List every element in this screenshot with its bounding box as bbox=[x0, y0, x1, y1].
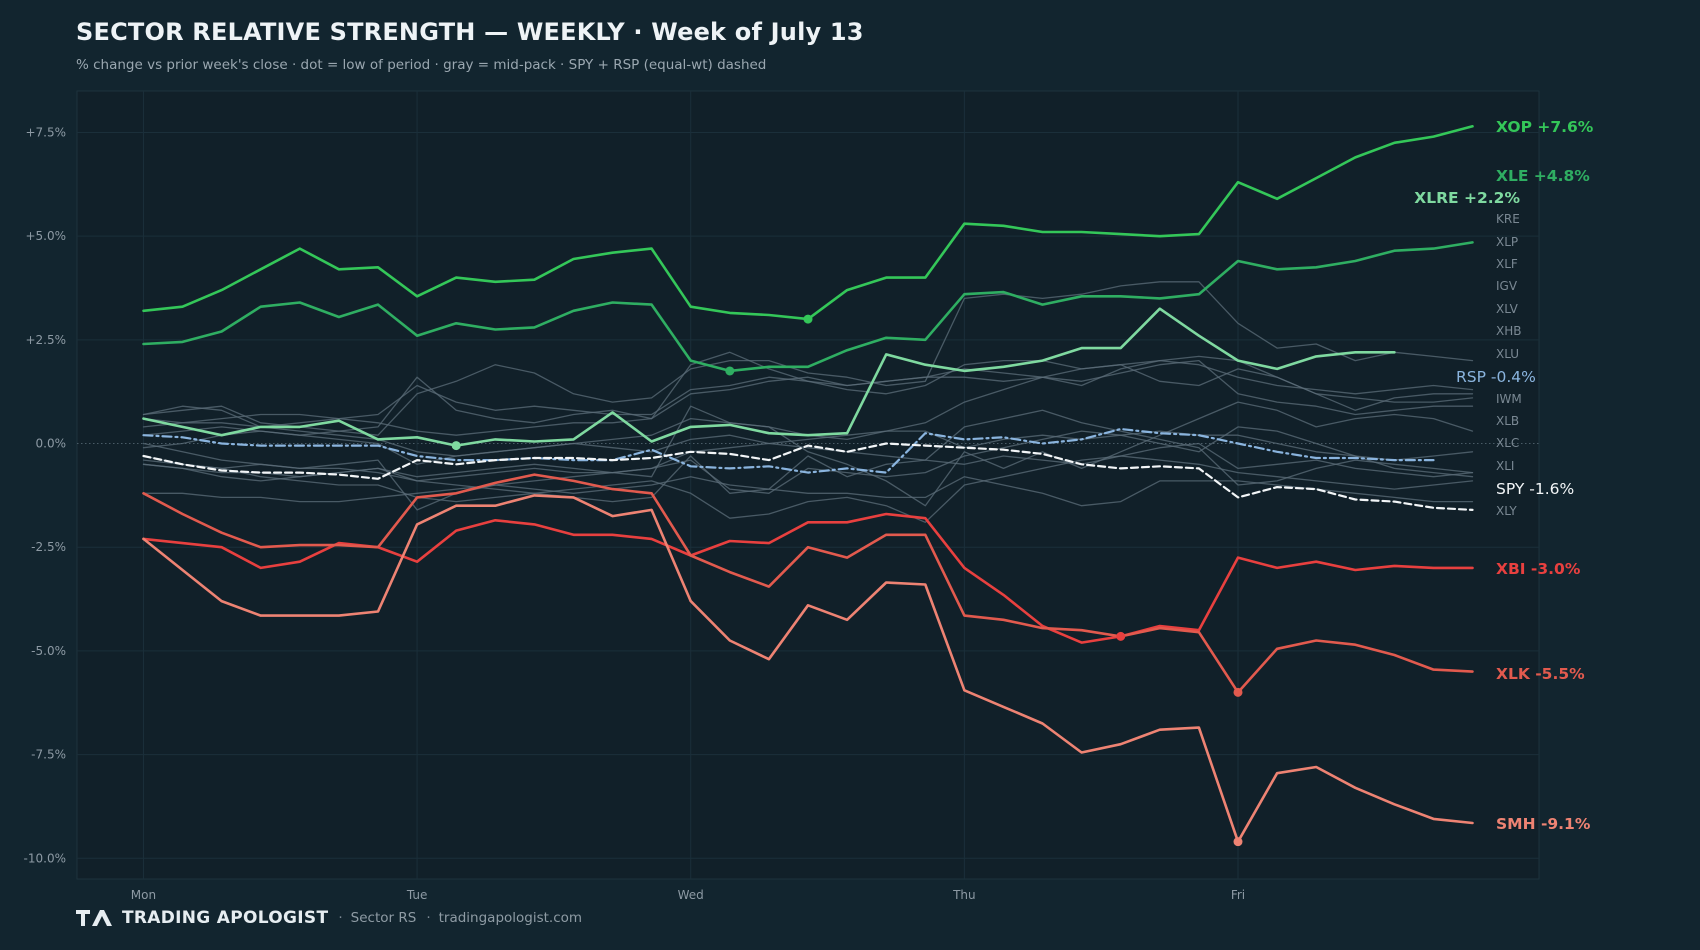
y-tick-label: -10.0% bbox=[24, 851, 66, 865]
end-label-xbi: XBI -3.0% bbox=[1496, 560, 1581, 578]
x-tick-label: Mon bbox=[131, 888, 156, 902]
series-line-xle bbox=[142, 241, 1474, 373]
grid bbox=[77, 91, 1539, 879]
series-line-xli bbox=[142, 476, 1474, 507]
end-label-kre: KRE bbox=[1496, 212, 1520, 226]
end-label-xlp: XLP bbox=[1496, 235, 1518, 249]
series-line-rsp bbox=[142, 427, 1435, 474]
y-tick-label: -2.5% bbox=[31, 540, 66, 554]
low-point-xle bbox=[725, 366, 735, 376]
end-label-spy: SPY -1.6% bbox=[1496, 480, 1574, 498]
footer-site[interactable]: tradingapologist.com bbox=[438, 910, 583, 926]
page-subtitle: % change vs prior week's close · dot = l… bbox=[76, 57, 767, 73]
series-line-xlc bbox=[142, 405, 1474, 478]
series-line-igv bbox=[142, 364, 1474, 449]
end-label-xlk: XLK -5.5% bbox=[1496, 665, 1585, 683]
series-line-xlk bbox=[142, 473, 1474, 694]
y-tick-label: -5.0% bbox=[31, 644, 66, 658]
page-title: SECTOR RELATIVE STRENGTH — WEEKLY · Week… bbox=[76, 18, 864, 46]
end-label-xlu: XLU bbox=[1496, 347, 1519, 361]
end-label-xlc: XLC bbox=[1496, 436, 1519, 450]
x-tick-label: Thu bbox=[952, 888, 976, 902]
end-labels: XOP +7.6% XLE +4.8% XLRE +2.2% RSP -0.4% SPY… bbox=[1414, 118, 1594, 833]
brand-logo bbox=[76, 910, 112, 926]
y-tick-label: +2.5% bbox=[25, 333, 66, 347]
end-label-xlb: XLB bbox=[1496, 414, 1519, 428]
end-label-xhb: XHB bbox=[1496, 324, 1521, 338]
end-label-rsp: RSP -0.4% bbox=[1456, 368, 1536, 386]
low-point-xop bbox=[803, 314, 813, 324]
y-tick-label: +7.5% bbox=[25, 125, 66, 139]
series-line-xhb bbox=[142, 401, 1474, 511]
series-line-iwm bbox=[142, 409, 1474, 503]
low-point-smh bbox=[1233, 837, 1243, 847]
series-lines bbox=[142, 125, 1474, 844]
end-label-xop: XOP +7.6% bbox=[1496, 118, 1594, 136]
low-point-xbi bbox=[1116, 631, 1126, 641]
series-line-xly bbox=[142, 455, 1474, 523]
footer: TRADING APOLOGIST · Sector RS · tradinga… bbox=[76, 906, 582, 930]
footer-separator: · bbox=[426, 910, 431, 926]
footer-section: Sector RS bbox=[350, 910, 417, 926]
footer-separator: · bbox=[338, 910, 343, 926]
end-label-xlf: XLF bbox=[1496, 257, 1518, 271]
y-tick-label: -7.5% bbox=[31, 748, 66, 762]
end-label-smh: SMH -9.1% bbox=[1496, 815, 1591, 833]
x-tick-label: Wed bbox=[678, 888, 704, 902]
series-line-spy bbox=[142, 442, 1474, 511]
y-tick-label: 0.0% bbox=[36, 437, 67, 451]
y-tick-label: +5.0% bbox=[25, 229, 66, 243]
series-line-smh bbox=[142, 494, 1474, 844]
end-label-xli: XLI bbox=[1496, 459, 1514, 473]
low-markers bbox=[451, 314, 1243, 847]
low-point-xlk bbox=[1233, 687, 1243, 697]
brand-name: TRADING APOLOGIST bbox=[122, 908, 329, 928]
axes: +7.5% +5.0% +2.5% 0.0% -2.5% -5.0% -7.5% -10.0%… bbox=[24, 125, 1246, 902]
series-line-xlre bbox=[142, 307, 1396, 447]
end-label-xle: XLE +4.8% bbox=[1496, 167, 1590, 185]
end-label-igv: IGV bbox=[1496, 279, 1518, 293]
plot-area bbox=[76, 90, 1540, 880]
x-tick-label: Tue bbox=[406, 888, 428, 902]
low-point-xlre bbox=[451, 441, 461, 451]
x-tick-label: Fri bbox=[1231, 888, 1245, 902]
series-line-xlb bbox=[142, 426, 1474, 494]
series-line-xlf bbox=[142, 351, 1474, 436]
end-label-xly: XLY bbox=[1496, 504, 1517, 518]
end-label-xlv: XLV bbox=[1496, 302, 1519, 316]
end-label-iwm: IWM bbox=[1496, 392, 1522, 406]
end-label-xlre: XLRE +2.2% bbox=[1414, 189, 1520, 207]
